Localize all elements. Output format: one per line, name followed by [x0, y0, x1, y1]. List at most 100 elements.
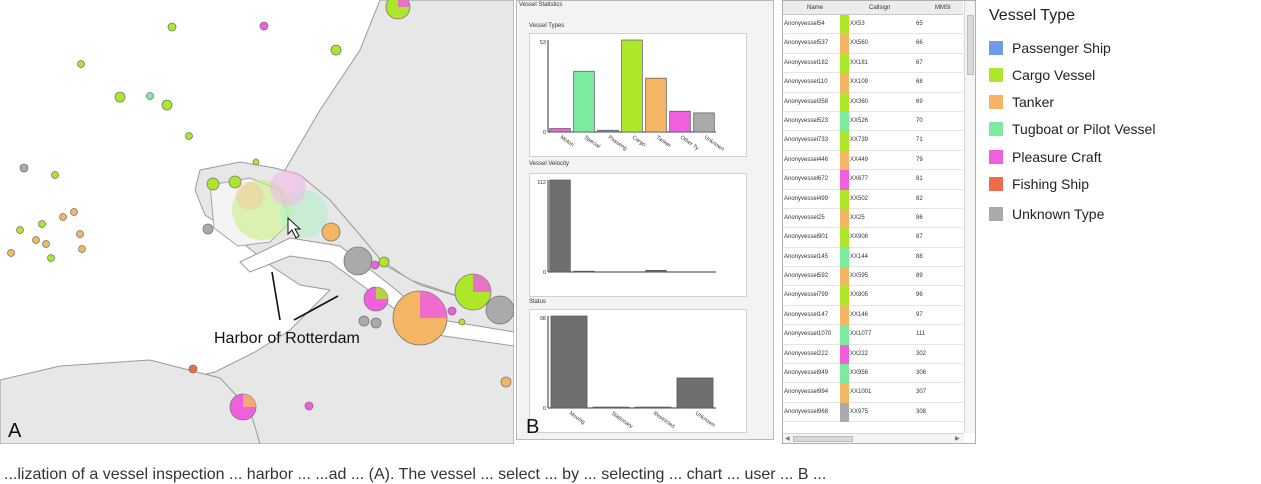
table-row[interactable]: Anonyvessel672 XX677 81	[783, 170, 963, 190]
y-tick-label: 53	[540, 40, 546, 46]
vessel-type-swatch	[840, 228, 849, 248]
vessel-type-swatch	[840, 305, 849, 326]
cell-callsign: XX25	[850, 214, 865, 221]
chart-bar[interactable]	[645, 270, 667, 273]
table-row[interactable]: Anonyvessel358 XX360 69	[783, 92, 963, 112]
cell-callsign: XX109	[850, 79, 869, 86]
scroll-right-icon[interactable]: ▶	[955, 436, 960, 442]
scroll-left-icon[interactable]: ◀	[785, 436, 790, 442]
scrollbar-thumb[interactable]	[793, 436, 853, 442]
table-row[interactable]: Anonyvessel592 XX595 89	[783, 267, 963, 287]
horizontal-scrollbar[interactable]: ◀ ▶	[783, 433, 964, 443]
table-row[interactable]: Anonyvessel901 XX908 87	[783, 228, 963, 248]
cell-name: Anonyvessel901	[784, 234, 829, 241]
chart-bar[interactable]	[621, 39, 643, 133]
vessel-marker	[16, 226, 24, 234]
pie-wedge	[473, 274, 491, 292]
column-header-mmsi[interactable]: MMSI	[935, 5, 951, 11]
vessel-marker	[458, 318, 466, 326]
cell-callsign: XX144	[850, 253, 869, 260]
chart-bar[interactable]	[693, 112, 715, 133]
chart-bar[interactable]	[550, 315, 588, 409]
cell-callsign: XX739	[850, 137, 869, 144]
table-row[interactable]: Anonyvessel1070 XX1077 111	[783, 325, 963, 345]
chart-bar[interactable]	[549, 179, 571, 273]
cell-mmsi: 81	[916, 176, 923, 183]
cell-name: Anonyvessel537	[784, 40, 829, 47]
vessel-type-swatch	[840, 325, 849, 345]
table-row[interactable]: Anonyvessel222 XX222 302	[783, 344, 963, 365]
chart-bar[interactable]	[597, 129, 619, 133]
pie-wedge	[243, 394, 256, 407]
vessel-type-swatch	[840, 344, 849, 365]
chart-bar[interactable]	[634, 406, 672, 409]
vessel-table[interactable]: Name Callsign MMSI Anonyvessel54 XX53 65 An…	[782, 0, 976, 444]
table-row[interactable]: Anonyvessel182 XX181 67	[783, 53, 963, 74]
chart-bar[interactable]	[592, 406, 630, 409]
map-canvas[interactable]: Harbor of Rotterdam	[0, 0, 514, 444]
chart-bar[interactable]	[573, 270, 595, 273]
column-header-callsign[interactable]: Callsign	[869, 5, 891, 11]
table-row[interactable]: Anonyvessel994 XX1001 307	[783, 383, 963, 403]
vessel-type-swatch	[840, 131, 849, 151]
vessel-marker	[77, 60, 85, 68]
figure-caption: ...lization of a vessel inspection ... h…	[4, 466, 827, 483]
table-row[interactable]: Anonyvessel799 XX805 96	[783, 286, 963, 306]
chart-bar[interactable]	[573, 70, 595, 133]
vessel-marker	[42, 240, 50, 248]
scrollbar-thumb[interactable]	[967, 15, 974, 75]
table-row[interactable]: Anonyvessel733 XX739 71	[783, 131, 963, 151]
table-row[interactable]: Anonyvessel968 XX975 308	[783, 402, 963, 423]
pie-wedge	[376, 287, 388, 299]
column-header-name[interactable]: Name	[807, 5, 824, 11]
table-row[interactable]: Anonyvessel537 XX560 66	[783, 34, 963, 54]
legend-swatch	[989, 122, 1003, 136]
cell-name: Anonyvessel222	[784, 350, 829, 357]
cell-name: Anonyvessel968	[784, 408, 829, 415]
cell-name: Anonyvessel110	[784, 79, 828, 86]
vessel-marker	[19, 163, 29, 173]
table-row[interactable]: Anonyvessel25 XX25 86	[783, 208, 963, 229]
cell-mmsi: 66	[916, 40, 923, 47]
chart-bar[interactable]	[669, 110, 691, 133]
cell-callsign: XX595	[850, 273, 869, 280]
vessel-marker	[114, 91, 126, 103]
table-row[interactable]: Anonyvessel54 XX53 65	[783, 15, 963, 35]
table-header: Name Callsign MMSI	[783, 1, 963, 15]
cell-mmsi: 306	[916, 370, 927, 377]
table-row[interactable]: Anonyvessel145 XX144 88	[783, 247, 963, 268]
cell-callsign: XX1001	[850, 389, 872, 396]
chart-bar[interactable]	[676, 377, 714, 409]
vessel-marker	[59, 213, 67, 221]
x-tick-label: Stationary	[610, 411, 634, 430]
y-tick-label: 0	[543, 270, 546, 276]
vessel-type-swatch	[840, 111, 849, 132]
cell-name: Anonyvessel949	[784, 370, 829, 377]
legend-label: Tugboat or Pilot Vessel	[1012, 121, 1156, 137]
cell-mmsi: 87	[916, 234, 923, 241]
table-row[interactable]: Anonyvessel499 XX502 82	[783, 189, 963, 209]
x-tick-label: Restricted	[652, 411, 676, 430]
chart-bar[interactable]	[549, 128, 571, 133]
vessel-marker	[146, 92, 154, 100]
cell-name: Anonyvessel733	[784, 137, 829, 144]
cell-callsign: XX975	[850, 408, 869, 415]
table-row[interactable]: Anonyvessel110 XX109 68	[783, 73, 963, 93]
x-tick-label: Unknown	[703, 135, 725, 153]
chart-canvas[interactable]: 112 0	[530, 174, 748, 298]
cell-callsign: XX146	[850, 311, 869, 318]
vessel-type-swatch	[840, 15, 849, 35]
vessel-marker	[7, 249, 15, 257]
vessel-marker	[167, 22, 177, 32]
chart-canvas[interactable]: 98 0 Moving Stationary Restricted Unknown	[530, 310, 748, 434]
table-row[interactable]: Anonyvessel949 XX956 306	[783, 364, 963, 384]
vertical-scrollbar[interactable]	[964, 1, 975, 433]
chart-canvas[interactable]: 53 0 Motori Special Passeng Cargo Tanker Other …	[530, 34, 748, 158]
chart-vessel-types: Vessel Types 53 0 Motori Special Passeng Carg…	[529, 21, 747, 159]
table-row[interactable]: Anonyvessel446 XX449 79	[783, 150, 963, 171]
cell-mmsi: 86	[916, 214, 923, 221]
table-row[interactable]: Anonyvessel147 XX146 97	[783, 305, 963, 326]
map-panel[interactable]: Harbor of Rotterdam A	[0, 0, 514, 444]
table-row[interactable]: Anonyvessel523 XX526 70	[783, 111, 963, 132]
chart-bar[interactable]	[645, 77, 667, 133]
